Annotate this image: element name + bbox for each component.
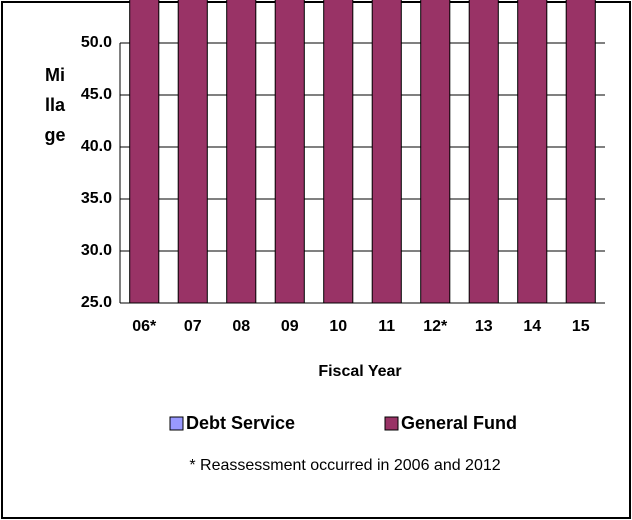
legend-label: General Fund xyxy=(401,413,517,433)
y-tick-label: 35.0 xyxy=(81,190,112,207)
bar-segment xyxy=(565,0,596,304)
x-tick-label: 12* xyxy=(423,318,448,335)
x-tick-label: 10 xyxy=(329,318,347,335)
x-tick-label: 11 xyxy=(378,318,395,335)
bar-segment xyxy=(177,0,208,304)
bar-segment xyxy=(420,0,451,304)
bar-segment xyxy=(323,0,354,304)
x-tick-label: 06* xyxy=(132,318,157,335)
bar-segment xyxy=(371,0,402,304)
x-tick-label: 08 xyxy=(232,318,250,335)
x-tick-label: 07 xyxy=(184,318,202,335)
x-tick-label: 13 xyxy=(475,318,493,335)
legend-swatch xyxy=(384,416,399,431)
y-tick-label: 25.0 xyxy=(81,294,112,311)
y-axis-label: Millage xyxy=(44,65,66,145)
x-tick-label: 14 xyxy=(523,318,541,335)
x-tick-label: 15 xyxy=(572,318,590,335)
note: * Reassessment occurred in 2006 and 2012 xyxy=(189,457,500,474)
x-axis-label: Fiscal Year xyxy=(318,363,401,380)
y-tick-label: 50.0 xyxy=(81,34,112,51)
x-tick-label: 09 xyxy=(281,318,299,335)
legend-label: Debt Service xyxy=(186,413,295,433)
bar-segment xyxy=(226,0,257,304)
y-tick-label: 45.0 xyxy=(81,86,112,103)
bar-segment xyxy=(274,0,305,304)
legend-swatch xyxy=(169,416,184,431)
bar-segment xyxy=(129,0,160,304)
y-tick-label: 40.0 xyxy=(81,138,112,155)
bar-segment xyxy=(468,0,499,304)
bar-segment xyxy=(517,0,548,304)
y-tick-label: 30.0 xyxy=(81,242,112,259)
